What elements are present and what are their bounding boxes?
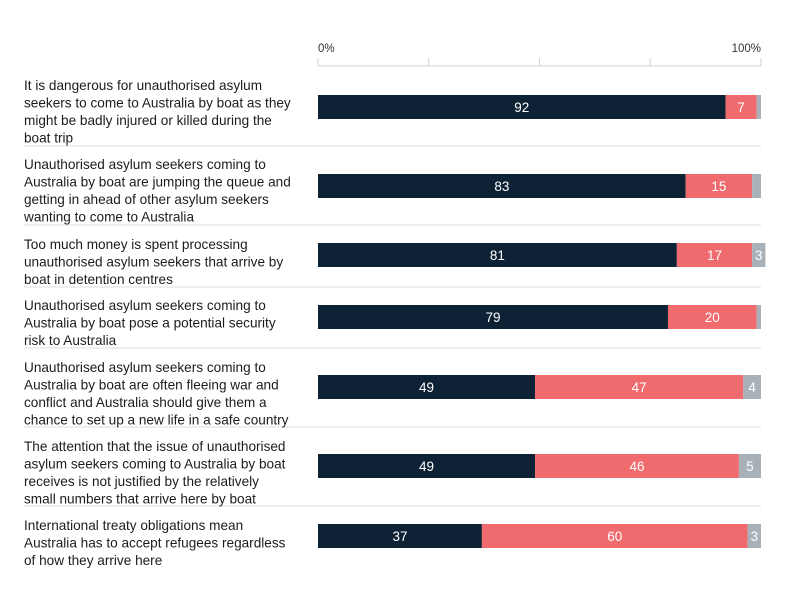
bar-segment [318,454,536,478]
category-label-line: International treaty obligations mean [24,518,243,533]
data-label: 79 [485,310,500,325]
data-label: 49 [419,380,434,395]
category-label-line: Australia by boat pose a potential secur… [24,316,276,331]
category-label-line: boat in detention centres [24,272,173,287]
data-label: 92 [514,100,529,115]
category-label: Unauthorised asylum seekers coming to Aus… [24,298,276,348]
bar-segment [752,174,761,198]
category-label-line: Australia has to accept refugees regardl… [24,536,286,551]
bar-segment [318,524,482,548]
bar-segment [747,524,761,548]
bar-segment [756,305,761,329]
data-label: 46 [629,459,644,474]
category-label-line: Unauthorised asylum seekers coming to [24,157,266,172]
bar-segment [743,375,761,399]
category-label-line: The attention that the issue of unauthor… [24,439,285,454]
bar-segment [318,243,677,267]
data-label: 3 [755,248,763,263]
data-label: 83 [494,179,509,194]
data-label: 47 [632,380,647,395]
category-label: The attention that the issue of unauthor… [24,439,286,507]
bar-segment [667,305,757,329]
bar-segment [725,95,757,119]
category-label-line: Too much money is spent processing [24,237,248,252]
data-label: 49 [419,459,434,474]
category-label: Too much money is spent processing unauth… [24,237,283,287]
category-label-line: Australia by boat are jumping the queue … [24,175,291,190]
category-label-line: getting in ahead of other asylum seekers [24,192,269,207]
bar-segment [676,243,753,267]
category-label: It is dangerous for unauthorised asylum s… [24,78,291,146]
category-label-line: Unauthorised asylum seekers coming to [24,298,266,313]
category-label-line: Australia by boat are often fleeing war … [24,378,279,393]
bar-segment [481,524,748,548]
category-label-line: boat trip [24,131,73,146]
category-label-line: chance to set up a new life in a safe co… [24,413,289,428]
category-label-line: risk to Australia [24,333,117,348]
data-label: 3 [751,529,759,544]
category-label-line: asylum seekers coming to Australia by bo… [24,457,286,472]
bar-segment [318,305,668,329]
bar-segment [738,454,761,478]
category-label-line: Unauthorised asylum seekers coming to [24,360,266,375]
category-label: Unauthorised asylum seekers coming to Aus… [23,157,291,225]
category-label-line: wanting to come to Australia [23,210,194,225]
bar-segment [685,174,753,198]
data-label: 17 [707,248,722,263]
data-label: 7 [737,100,745,115]
bar-segment [535,454,739,478]
category-label-line: small numbers that arrive here by boat [24,492,256,507]
data-label: 81 [490,248,505,263]
bar-segment [756,95,761,119]
data-label: 37 [392,529,407,544]
category-label-line: conflict and Australia should give them … [24,395,267,410]
data-label: 60 [607,529,622,544]
data-label: 20 [705,310,720,325]
bar-segment [318,95,726,119]
bar-segment [318,375,536,399]
category-label: Unauthorised asylum seekers coming to Aus… [24,360,289,428]
category-label-line: unauthorised asylum seekers that arrive … [24,255,283,270]
data-label: 4 [748,380,756,395]
tick-label-end: 100% [732,43,761,55]
category-label-line: It is dangerous for unauthorised asylum [24,78,262,93]
bar-segment [535,375,744,399]
data-label: 15 [711,179,726,194]
category-label-line: seekers to come to Australia by boat as … [24,96,291,111]
bar-segment [752,243,766,267]
data-label: 5 [746,459,754,474]
category-label-line: receives is not justified by the relativ… [24,474,259,489]
category-label-line: of how they arrive here [24,553,162,568]
category-label: International treaty obligations mean Aus… [24,518,286,568]
category-label-line: might be badly injured or killed during … [24,113,272,128]
bar-segment [318,174,686,198]
tick-label-start: 0% [318,43,335,55]
